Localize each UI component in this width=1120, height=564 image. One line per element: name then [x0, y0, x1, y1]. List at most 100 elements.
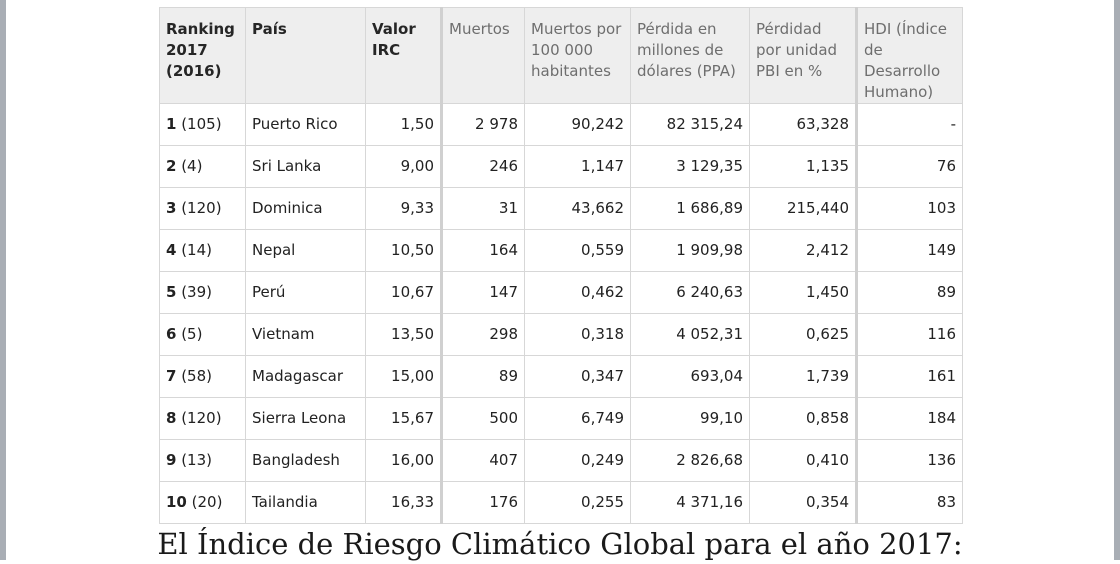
country-cell: Dominica: [245, 187, 366, 230]
loss-ppp-cell: 1 909,98: [630, 229, 750, 272]
rank-2016: (120): [176, 199, 222, 217]
irc-value-cell: 10,67: [365, 271, 443, 314]
rank-2017: 1: [166, 115, 177, 133]
deaths-per-100k-cell: 0,559: [524, 229, 631, 272]
deaths-cell: 407: [441, 439, 525, 482]
header-loss-ppp: Pérdida en millones de dólares (PPA): [630, 7, 750, 104]
country-cell: Sri Lanka: [245, 145, 366, 188]
deaths-cell: 89: [441, 355, 525, 398]
deaths-per-100k-cell: 1,147: [524, 145, 631, 188]
rank-2017: 3: [166, 199, 177, 217]
ranking-cell: 8 (120): [159, 397, 246, 440]
rank-2017: 8: [166, 409, 177, 427]
figure-caption: El Índice de Riesgo Climático Global par…: [157, 527, 963, 561]
deaths-cell: 164: [441, 229, 525, 272]
header-deaths: Muertos: [441, 7, 525, 104]
deaths-cell: 31: [441, 187, 525, 230]
ranking-cell: 1 (105): [159, 103, 246, 146]
hdi-cell: 83: [856, 481, 963, 524]
table-row: 10 (20) Tailandia 16,33 176 0,255 4 371,16 0,3…: [159, 481, 963, 524]
deaths-cell: 500: [441, 397, 525, 440]
loss-ppp-cell: 99,10: [630, 397, 750, 440]
hdi-cell: 76: [856, 145, 963, 188]
rank-2016: (4): [176, 157, 203, 175]
loss-ppp-cell: 693,04: [630, 355, 750, 398]
header-ranking: Ranking 2017 (2016): [159, 7, 246, 104]
table-body: 1 (105) Puerto Rico 1,50 2 978 90,242 82 315,…: [159, 103, 963, 524]
loss-gdp-pct-cell: 1,739: [749, 355, 858, 398]
rank-2017: 7: [166, 367, 177, 385]
loss-gdp-pct-cell: 0,625: [749, 313, 858, 356]
loss-gdp-pct-cell: 0,410: [749, 439, 858, 482]
country-cell: Madagascar: [245, 355, 366, 398]
irc-value-cell: 13,50: [365, 313, 443, 356]
rank-2017: 5: [166, 283, 177, 301]
loss-ppp-cell: 6 240,63: [630, 271, 750, 314]
irc-value-cell: 9,33: [365, 187, 443, 230]
irc-value-cell: 15,00: [365, 355, 443, 398]
irc-value-cell: 9,00: [365, 145, 443, 188]
loss-gdp-pct-cell: 0,858: [749, 397, 858, 440]
hdi-cell: 103: [856, 187, 963, 230]
country-cell: Nepal: [245, 229, 366, 272]
ranking-cell: 3 (120): [159, 187, 246, 230]
table-row: 6 (5) Vietnam 13,50 298 0,318 4 052,31 0,625 11…: [159, 313, 963, 356]
hdi-cell: 116: [856, 313, 963, 356]
header-deaths-per-100k: Muertos por 100 000 habitantes: [524, 7, 631, 104]
loss-gdp-pct-cell: 0,354: [749, 481, 858, 524]
country-cell: Bangladesh: [245, 439, 366, 482]
ranking-cell: 10 (20): [159, 481, 246, 524]
hdi-cell: 184: [856, 397, 963, 440]
table-row: 4 (14) Nepal 10,50 164 0,559 1 909,98 2,412 149: [159, 229, 963, 272]
rank-2016: (5): [176, 325, 203, 343]
loss-ppp-cell: 4 052,31: [630, 313, 750, 356]
climate-risk-table: Ranking 2017 (2016) País Valor IRC Muert…: [159, 7, 963, 524]
table-row: 8 (120) Sierra Leona 15,67 500 6,749 99,10 0,8…: [159, 397, 963, 440]
table-row: 1 (105) Puerto Rico 1,50 2 978 90,242 82 315,…: [159, 103, 963, 146]
hdi-cell: 149: [856, 229, 963, 272]
header-hdi: HDI (Índice de Desarrollo Humano): [856, 7, 963, 104]
deaths-per-100k-cell: 43,662: [524, 187, 631, 230]
loss-ppp-cell: 1 686,89: [630, 187, 750, 230]
rank-2016: (105): [176, 115, 222, 133]
deaths-cell: 147: [441, 271, 525, 314]
table-header-row: Ranking 2017 (2016) País Valor IRC Muert…: [159, 7, 963, 104]
ranking-cell: 9 (13): [159, 439, 246, 482]
hdi-cell: 161: [856, 355, 963, 398]
right-frame-bar: [1114, 0, 1120, 560]
deaths-per-100k-cell: 0,462: [524, 271, 631, 314]
deaths-cell: 246: [441, 145, 525, 188]
deaths-cell: 176: [441, 481, 525, 524]
loss-gdp-pct-cell: 1,135: [749, 145, 858, 188]
loss-ppp-cell: 4 371,16: [630, 481, 750, 524]
deaths-per-100k-cell: 0,255: [524, 481, 631, 524]
hdi-cell: 136: [856, 439, 963, 482]
irc-value-cell: 10,50: [365, 229, 443, 272]
rank-2017: 4: [166, 241, 177, 259]
deaths-per-100k-cell: 90,242: [524, 103, 631, 146]
rank-2016: (39): [176, 283, 212, 301]
rank-2017: 10: [166, 493, 187, 511]
table-row: 7 (58) Madagascar 15,00 89 0,347 693,04 1,739 1…: [159, 355, 963, 398]
deaths-per-100k-cell: 0,318: [524, 313, 631, 356]
ranking-cell: 4 (14): [159, 229, 246, 272]
loss-gdp-pct-cell: 215,440: [749, 187, 858, 230]
left-frame-bar: [0, 0, 6, 560]
table-row: 3 (120) Dominica 9,33 31 43,662 1 686,89 215,4…: [159, 187, 963, 230]
irc-value-cell: 16,33: [365, 481, 443, 524]
country-cell: Tailandia: [245, 481, 366, 524]
header-country: País: [245, 7, 366, 104]
ranking-cell: 6 (5): [159, 313, 246, 356]
loss-ppp-cell: 82 315,24: [630, 103, 750, 146]
header-irc-value: Valor IRC: [365, 7, 443, 104]
irc-value-cell: 16,00: [365, 439, 443, 482]
deaths-per-100k-cell: 0,249: [524, 439, 631, 482]
country-cell: Sierra Leona: [245, 397, 366, 440]
rank-2016: (58): [176, 367, 212, 385]
deaths-cell: 298: [441, 313, 525, 356]
rank-2016: (20): [186, 493, 223, 511]
rank-2017: 6: [166, 325, 177, 343]
loss-ppp-cell: 2 826,68: [630, 439, 750, 482]
ranking-cell: 7 (58): [159, 355, 246, 398]
rank-2016: (120): [176, 409, 222, 427]
